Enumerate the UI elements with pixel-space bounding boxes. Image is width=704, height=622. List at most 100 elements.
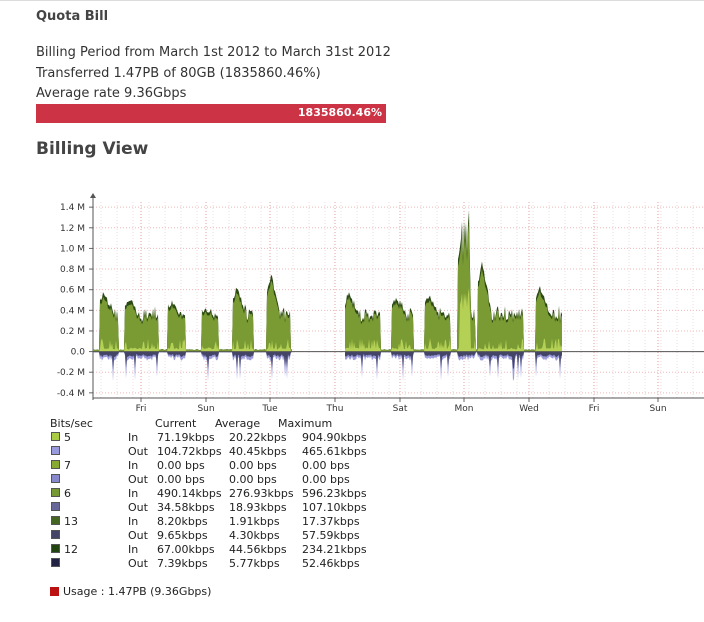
y-tick-label: 0.6 M xyxy=(60,286,85,296)
plot-area xyxy=(93,202,704,398)
legend-current: 0.00 bps xyxy=(157,459,205,472)
legend-row: 13 In 8.20kbps 1.91kbps 17.37kbps xyxy=(0,515,704,529)
legend-swatch xyxy=(51,502,60,511)
legend-current: 71.19kbps xyxy=(157,431,215,444)
legend-maximum: 596.23kbps xyxy=(302,487,367,500)
series-6-out-area xyxy=(93,351,292,370)
legend-direction: Out xyxy=(128,445,148,458)
legend-swatch xyxy=(51,558,60,567)
legend-average-header: Average xyxy=(215,417,261,430)
legend-maximum: 234.21kbps xyxy=(302,543,367,556)
legend-swatch xyxy=(51,432,60,441)
x-tick-label: Thu xyxy=(326,404,344,414)
x-tick-label: Sun xyxy=(649,404,666,414)
legend-average: 20.22kbps xyxy=(229,431,287,444)
legend-port: 13 xyxy=(64,515,78,528)
legend-row: Out 0.00 bps 0.00 bps 0.00 bps xyxy=(0,473,704,487)
legend-current: 7.39kbps xyxy=(157,557,208,570)
legend-maximum: 17.37kbps xyxy=(302,515,360,528)
y-tick-label: 0.8 M xyxy=(60,265,85,275)
page-title: Quota Bill xyxy=(36,9,109,24)
legend-maximum: 107.10kbps xyxy=(302,501,367,514)
legend-port: 12 xyxy=(64,543,78,556)
legend-swatch xyxy=(51,488,60,497)
billing-graph: 1.4 M 1.2 M 1.0 M 0.8 M 0.6 M 0.4 M 0.2 M 0.0 -0… xyxy=(57,193,704,414)
legend-maximum: 465.61kbps xyxy=(302,445,367,458)
usage-label: Usage : 1.47PB (9.36Gbps) xyxy=(63,585,212,598)
legend-maximum: 904.90kbps xyxy=(302,431,367,444)
usage-legend: Usage : 1.47PB (9.36Gbps) xyxy=(50,585,211,598)
series-5-out-area xyxy=(345,351,562,382)
legend-row: 12 In 67.00kbps 44.56kbps 234.21kbps xyxy=(0,543,704,557)
section-title: Billing View xyxy=(36,139,149,159)
y-tick-label: 1.4 M xyxy=(60,203,85,213)
legend-maximum-header: Maximum xyxy=(278,417,333,430)
y-tick-label: 1.2 M xyxy=(60,224,85,234)
legend-direction: Out xyxy=(128,529,148,542)
legend-swatch xyxy=(51,474,60,483)
series-6-out-area xyxy=(345,351,562,370)
legend-swatch xyxy=(51,446,60,455)
legend-port: 5 xyxy=(64,431,71,444)
legend-row: Out 34.58kbps 18.93kbps 107.10kbps xyxy=(0,501,704,515)
y-tick-label: -0.4 M xyxy=(57,389,85,399)
usage-progress-bar: 1835860.46% xyxy=(36,104,386,123)
legend-maximum: 52.46kbps xyxy=(302,557,360,570)
x-tick-label: Tue xyxy=(261,404,278,414)
legend-current-header: Current xyxy=(155,417,197,430)
legend-average: 4.30kbps xyxy=(229,529,280,542)
legend-row: Out 104.72kbps 40.45kbps 465.61kbps xyxy=(0,445,704,459)
legend-port: 6 xyxy=(64,487,71,500)
x-tick-label: Sat xyxy=(393,404,408,414)
x-tick-label: Mon xyxy=(455,404,474,414)
legend-current: 8.20kbps xyxy=(157,515,208,528)
x-tick-label: Wed xyxy=(519,404,539,414)
usage-swatch xyxy=(50,587,59,596)
legend-direction: In xyxy=(128,431,139,444)
legend-direction: Out xyxy=(128,501,148,514)
legend-maximum: 57.59kbps xyxy=(302,529,360,542)
x-tick-label: Fri xyxy=(589,404,600,414)
legend-direction: In xyxy=(128,543,139,556)
legend-swatch xyxy=(51,460,60,469)
legend-swatch xyxy=(51,544,60,553)
legend-average: 5.77kbps xyxy=(229,557,280,570)
legend-average: 44.56kbps xyxy=(229,543,287,556)
series-6-in-area xyxy=(93,281,292,352)
legend-port: 7 xyxy=(64,459,71,472)
y-axis-arrow xyxy=(90,193,96,198)
legend-direction: In xyxy=(128,487,139,500)
legend-direction: Out xyxy=(128,557,148,570)
legend-average: 0.00 bps xyxy=(229,473,277,486)
x-tick-label: Sun xyxy=(197,404,214,414)
legend-current: 0.00 bps xyxy=(157,473,205,486)
y-tick-label: -0.2 M xyxy=(57,368,85,378)
legend-maximum: 0.00 bps xyxy=(302,459,350,472)
legend-average: 40.45kbps xyxy=(229,445,287,458)
legend-current: 34.58kbps xyxy=(157,501,215,514)
legend-current: 490.14kbps xyxy=(157,487,222,500)
usage-bar-label: 1835860.46% xyxy=(297,106,382,119)
legend-average: 18.93kbps xyxy=(229,501,287,514)
legend-current: 9.65kbps xyxy=(157,529,208,542)
legend-swatch xyxy=(51,516,60,525)
billing-period: Billing Period from March 1st 2012 to Ma… xyxy=(36,45,391,60)
y-tick-label: 1.0 M xyxy=(60,244,85,254)
legend-row: Out 9.65kbps 4.30kbps 57.59kbps xyxy=(0,529,704,543)
legend-row: Out 7.39kbps 5.77kbps 52.46kbps xyxy=(0,557,704,571)
average-rate: Average rate 9.36Gbps xyxy=(36,86,187,101)
legend-row: 5 In 71.19kbps 20.22kbps 904.90kbps xyxy=(0,431,704,445)
legend-maximum: 0.00 bps xyxy=(302,473,350,486)
x-tick-label: Fri xyxy=(136,404,147,414)
y-tick-label: 0.2 M xyxy=(60,327,85,337)
legend-unit-header: Bits/sec xyxy=(50,417,93,430)
legend-average: 276.93kbps xyxy=(229,487,294,500)
y-tick-label: 0.0 xyxy=(71,348,86,358)
legend-direction: In xyxy=(128,459,139,472)
legend-swatch xyxy=(51,530,60,539)
series-5-in-area xyxy=(93,338,292,352)
legend-row: 6 In 490.14kbps 276.93kbps 596.23kbps xyxy=(0,487,704,501)
legend-current: 67.00kbps xyxy=(157,543,215,556)
series-6-in-area xyxy=(345,221,562,352)
transferred-text: Transferred 1.47PB of 80GB (1835860.46%) xyxy=(36,66,321,81)
